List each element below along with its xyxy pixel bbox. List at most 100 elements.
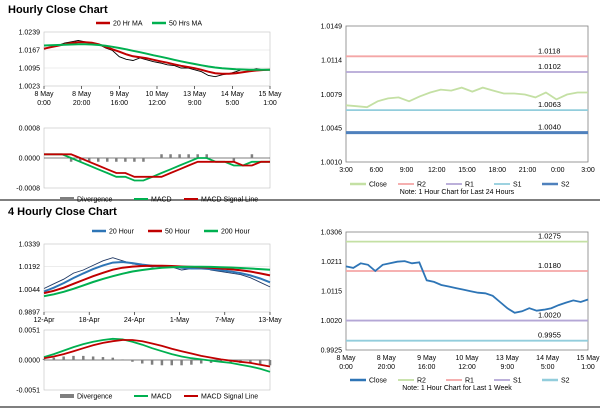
legend-item: R2 xyxy=(417,378,426,385)
level-label-r2: 1.0118 xyxy=(538,46,560,55)
legend-item: 50 Hour xyxy=(165,229,191,236)
hourly-section-title: Hourly Close Chart xyxy=(8,4,108,16)
legend-item: R1 xyxy=(465,378,474,385)
y-tick-label: 1.0149 xyxy=(321,24,343,31)
series-line-macd xyxy=(43,337,271,373)
x-tick-label: 15 May 1:00 xyxy=(259,91,282,107)
legend-item: S2 xyxy=(561,378,570,385)
x-tick-label: 9:00 xyxy=(400,167,414,174)
y-tick-label: 1.0339 xyxy=(19,242,41,249)
series-line-20-hr-ma xyxy=(43,41,271,75)
x-tick-label: 15:00 xyxy=(458,167,476,174)
x-tick-label: 14 May 5:00 xyxy=(221,91,244,107)
plot-area xyxy=(345,231,589,351)
legend-item: MACD Signal Line xyxy=(201,197,258,204)
series-line-close xyxy=(345,86,588,109)
legend-item: Divergence xyxy=(77,394,113,401)
legend-item: Close xyxy=(369,182,387,189)
legend-item: 50 Hrs MA xyxy=(169,21,202,28)
y-tick-label: 0.0008 xyxy=(19,126,41,133)
x-tick-label: 10 May 12:00 xyxy=(456,355,479,371)
plot-area xyxy=(43,243,271,313)
x-tick-label: 7-May xyxy=(215,317,235,324)
legend-item: R1 xyxy=(465,182,474,189)
y-tick-label: 1.0167 xyxy=(19,48,41,55)
x-tick-label: 0:00 xyxy=(551,167,565,174)
series-line-50-hrs-ma xyxy=(43,43,270,71)
series-line-macd-signal-line xyxy=(44,153,270,178)
x-tick-label: 10 May 12:00 xyxy=(146,91,169,107)
level-label-r1: 1.0180 xyxy=(538,261,561,270)
y-tick-label: 0.0000 xyxy=(19,358,41,365)
hourly-price-chart: 1.0023 1.0095 1.0167 1.0239 8 May 0:00 8 May 20… xyxy=(19,21,282,108)
legend-item: 200 Hour xyxy=(221,229,250,236)
series-line-macd-signal-line xyxy=(43,339,271,368)
x-tick-label: 18-Apr xyxy=(79,317,101,324)
level-label-r1: 1.0102 xyxy=(538,62,561,71)
y-tick-label: 1.0079 xyxy=(321,92,343,99)
legend-item: R2 xyxy=(417,182,426,189)
x-tick-label: 8 May 20:00 xyxy=(377,355,397,371)
y-tick-label: 0.0000 xyxy=(19,156,41,163)
y-tick-label: 1.0239 xyxy=(19,30,41,37)
legend-item: 20 Hr MA xyxy=(113,21,143,28)
x-tick-label: 18:00 xyxy=(488,167,506,174)
bottom-divider xyxy=(0,406,600,408)
x-tick-label: 6:00 xyxy=(369,167,383,174)
x-tick-label: 9 May 16:00 xyxy=(417,355,437,371)
x-tick-label: 13 May 9:00 xyxy=(496,355,519,371)
y-tick-label: 0.0051 xyxy=(19,328,41,335)
x-tick-label: 21:00 xyxy=(519,167,537,174)
series-line-200-hour xyxy=(43,265,271,298)
legend-item: 20 Hour xyxy=(109,229,135,236)
x-tick-label: 8 May 20:00 xyxy=(72,91,92,107)
series-line-50-hour xyxy=(43,264,271,295)
x-tick-label: 14 May 5:00 xyxy=(536,355,559,371)
y-tick-label: 1.0211 xyxy=(321,259,342,266)
y-tick-label: 1.0306 xyxy=(321,230,343,237)
four-hourly-price-chart: 0.9897 1.0044 1.0192 1.0339 12-Apr 18-Apr 24-A… xyxy=(19,229,283,325)
x-tick-label: 1-May xyxy=(170,317,190,324)
legend-item: MACD xyxy=(151,394,172,401)
four-hourly-macd-chart: -0.0051 0.0000 0.0051 Divergence MACD MACD Si… xyxy=(16,328,272,401)
y-tick-label: 1.0020 xyxy=(321,318,343,325)
chart-note: Note: 1 Hour Chart for Last 1 Week xyxy=(402,385,512,392)
section-divider xyxy=(0,199,600,201)
legend-item: MACD xyxy=(151,197,172,204)
x-tick-label: 3:00 xyxy=(581,167,595,174)
y-tick-label: 1.0045 xyxy=(321,125,343,132)
x-tick-label: 8 May 0:00 xyxy=(336,355,356,371)
legend-item: Close xyxy=(369,378,387,385)
plot-area xyxy=(345,25,589,163)
y-tick-label: 1.0114 xyxy=(321,58,342,65)
chart-note: Note: 1 Hour Chart for Last 24 Hours xyxy=(400,189,515,196)
x-tick-label: 24-Apr xyxy=(124,317,146,324)
x-tick-label: 8 May 0:00 xyxy=(34,91,54,107)
legend-item: Divergence xyxy=(77,197,113,204)
series-line-close xyxy=(345,260,589,314)
x-tick-label: 13-May xyxy=(258,317,282,324)
x-tick-label: 9 May 16:00 xyxy=(110,91,130,107)
y-tick-label: -0.0051 xyxy=(16,388,40,395)
level-label-s2: 1.0040 xyxy=(538,123,561,132)
y-tick-label: 1.0023 xyxy=(19,84,41,91)
x-tick-label: 15 May 1:00 xyxy=(577,355,600,371)
legend-item: S1 xyxy=(513,182,522,189)
hourly-macd-chart: -0.0008 0.0000 0.0008 Divergence MACD MACD Si… xyxy=(16,126,271,204)
y-tick-label: 1.0115 xyxy=(321,289,342,296)
x-tick-label: 3:00 xyxy=(339,167,353,174)
series-line-price xyxy=(43,40,271,78)
legend-item: S1 xyxy=(513,378,522,385)
y-tick-label: 0.9897 xyxy=(19,310,41,317)
four-hourly-levels-chart: 0.9925 1.0020 1.0115 1.0211 1.0306 1.0275 1.01… xyxy=(321,230,600,393)
y-tick-label: -0.0008 xyxy=(16,186,40,193)
hourly-levels-chart: 1.0010 1.0045 1.0079 1.0114 1.0149 1.0118 1.01… xyxy=(321,24,595,197)
y-tick-label: 1.0192 xyxy=(19,264,41,271)
series-line-macd xyxy=(44,153,270,182)
level-label-r2: 1.0275 xyxy=(538,232,561,241)
legend-item: S2 xyxy=(561,182,570,189)
y-tick-label: 0.9925 xyxy=(321,348,343,355)
level-label-s1: 1.0020 xyxy=(538,311,561,320)
level-label-s2: 0.9955 xyxy=(538,331,561,340)
level-label-s1: 1.0063 xyxy=(538,100,561,109)
